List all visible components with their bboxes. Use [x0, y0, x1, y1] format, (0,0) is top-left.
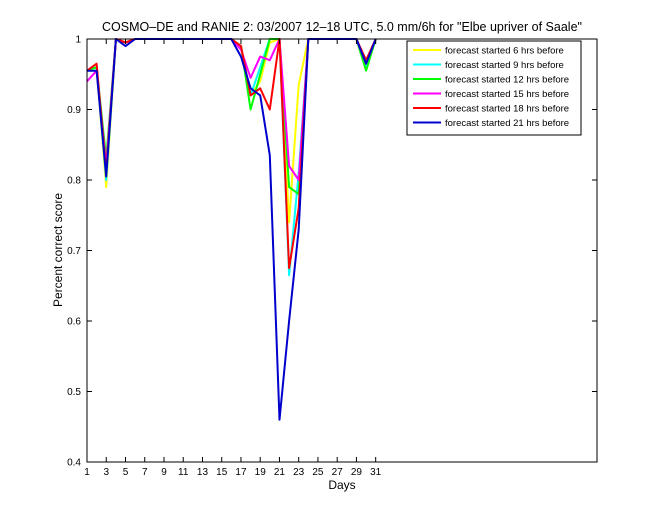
legend-label: forecast started 9 hrs before [445, 60, 564, 71]
x-tick-label: 13 [197, 467, 209, 478]
legend-label: forecast started 12 hrs before [445, 75, 569, 86]
x-tick-label: 27 [332, 467, 344, 478]
legend-label: forecast started 21 hrs before [445, 118, 569, 129]
x-tick-label: 21 [274, 467, 286, 478]
legend-label: forecast started 15 hrs before [445, 89, 569, 100]
x-axis-label: Days [328, 478, 355, 492]
x-tick-label: 5 [123, 467, 129, 478]
y-tick-label: 1 [75, 35, 81, 46]
legend-label: forecast started 6 hrs before [445, 46, 564, 57]
x-tick-label: 17 [235, 467, 247, 478]
y-tick-label: 0.7 [67, 246, 81, 257]
x-tick-label: 19 [255, 467, 267, 478]
x-tick-label: 3 [103, 467, 109, 478]
legend-label: forecast started 18 hrs before [445, 104, 569, 115]
x-tick-label: 29 [351, 467, 363, 478]
x-tick-label: 15 [216, 467, 228, 478]
y-axis: 0.4 0.5 0.6 0.7 0.8 0.9 1 [67, 35, 597, 469]
y-tick-label: 0.4 [67, 458, 81, 469]
y-tick-label: 0.9 [67, 105, 81, 116]
chart-title: COSMO–DE and RANIE 2: 03/2007 12–18 UTC,… [102, 20, 582, 34]
legend-box [406, 40, 582, 136]
x-tick-label: 23 [293, 467, 305, 478]
x-tick-label: 25 [312, 467, 324, 478]
y-axis-label: Percent correct score [51, 193, 65, 307]
x-tick-label: 31 [370, 467, 382, 478]
x-tick-label: 7 [142, 467, 148, 478]
y-tick-label: 0.6 [67, 317, 81, 328]
x-tick-label: 1 [84, 467, 90, 478]
x-tick-label: 9 [161, 467, 167, 478]
x-tick-label: 11 [178, 467, 189, 478]
x-axis: 1 3 5 7 9 11 13 15 17 19 21 23 25 27 29 31 [84, 39, 382, 478]
y-tick-label: 0.5 [67, 387, 81, 398]
legend: forecast started 6 hrs before forecast st… [406, 40, 582, 136]
y-tick-label: 0.8 [67, 176, 81, 187]
